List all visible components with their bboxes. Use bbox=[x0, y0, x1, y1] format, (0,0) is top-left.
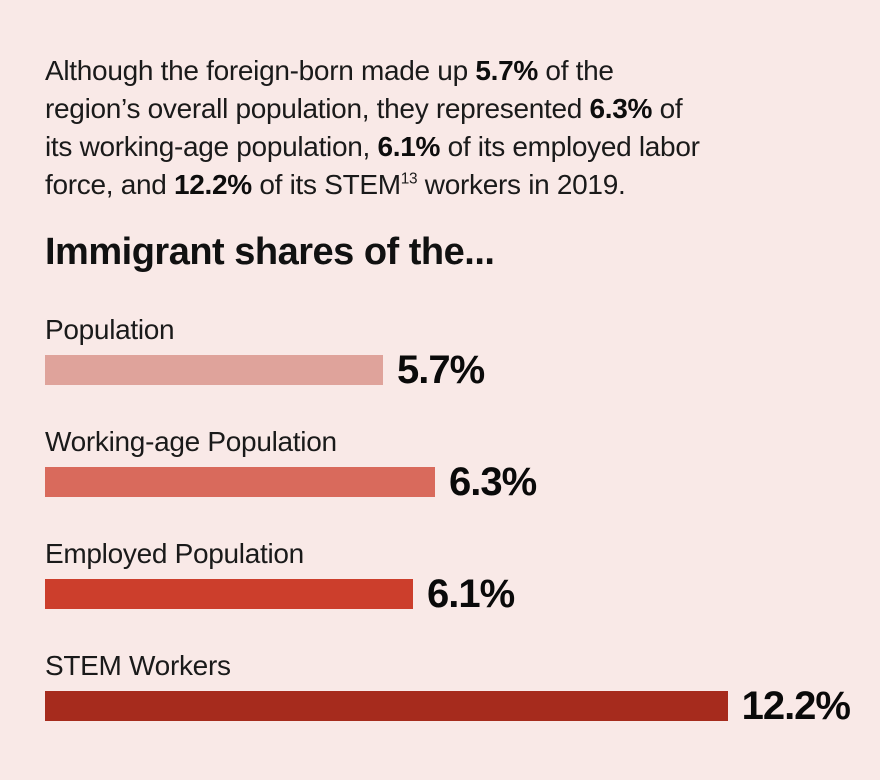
chart-row: Working-age Population 6.3% bbox=[45, 425, 850, 504]
bar-category-label: Population bbox=[45, 314, 175, 345]
chart-row: Employed Population 6.1% bbox=[45, 537, 850, 616]
intro-paragraph: Although the foreign-born made up 5.7% o… bbox=[45, 55, 700, 200]
bar-category-label: Working-age Population bbox=[45, 426, 337, 457]
bar-value-label: 6.3% bbox=[449, 460, 537, 504]
chart-row: Population 5.7% bbox=[45, 313, 850, 392]
bar-track: 12.2% bbox=[45, 684, 851, 728]
bar bbox=[45, 691, 728, 721]
bar-value-label: 5.7% bbox=[397, 348, 485, 392]
bar-value-label: 6.1% bbox=[427, 572, 515, 616]
chart-title: Immigrant shares of the... bbox=[45, 231, 495, 273]
bar-chart: Population 5.7% Working-age Population 6… bbox=[45, 313, 851, 728]
bar-value-label: 12.2% bbox=[741, 684, 851, 728]
bar-track: 6.3% bbox=[45, 460, 850, 504]
bar bbox=[45, 355, 383, 385]
bar-track: 5.7% bbox=[45, 348, 850, 392]
bar-category-label: Employed Population bbox=[45, 538, 304, 569]
bar-category-label: STEM Workers bbox=[45, 650, 231, 681]
bar bbox=[45, 579, 413, 609]
bar-track: 6.1% bbox=[45, 572, 850, 616]
chart-row: STEM Workers 12.2% bbox=[45, 649, 851, 728]
bar bbox=[45, 467, 435, 497]
